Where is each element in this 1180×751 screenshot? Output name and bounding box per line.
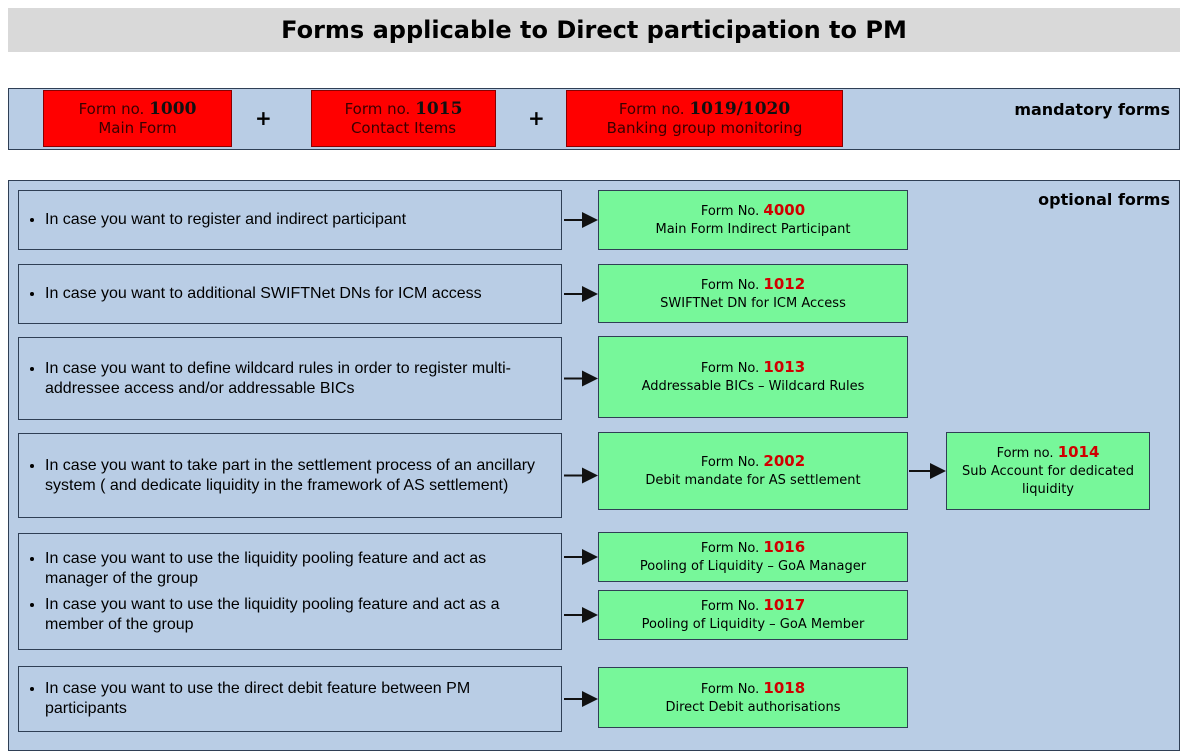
form-number: 1017 bbox=[763, 596, 806, 614]
form-heading: Form No. 1018 bbox=[599, 679, 907, 699]
form-prefix: Form No. bbox=[700, 599, 760, 614]
form-box: Form no. 1015 Contact Items bbox=[311, 90, 496, 147]
plus-sign: + bbox=[528, 106, 545, 130]
plus-sign: + bbox=[255, 106, 272, 130]
form-heading: Form No. 4000 bbox=[599, 201, 907, 221]
form-number: 1014 bbox=[1057, 443, 1100, 461]
form-box: Form No. 1017 Pooling of Liquidity – GoA … bbox=[598, 590, 908, 640]
form-prefix: Form No. bbox=[700, 541, 760, 556]
form-number: 1018 bbox=[763, 678, 806, 697]
form-number: 4000 bbox=[763, 201, 806, 219]
condition-box: In case you want to use the liquidity po… bbox=[18, 533, 562, 650]
form-heading: Form No. 1017 bbox=[599, 596, 907, 616]
condition: In case you want to use the direct debit… bbox=[45, 679, 553, 719]
condition-box: In case you want to register and indirec… bbox=[18, 190, 562, 250]
form-name: Addressable BICs – Wildcard Rules bbox=[641, 379, 865, 394]
condition-box: In case you want to additional SWIFTNet … bbox=[18, 264, 562, 324]
condition-list: In case you want to additional SWIFTNet … bbox=[19, 284, 553, 304]
mandatory-label: mandatory forms bbox=[1014, 100, 1170, 119]
form-box: Form no. 1019/1020 Banking group monitori… bbox=[566, 90, 843, 147]
form-heading: Form No. 1016 bbox=[599, 538, 907, 558]
form-box: Form no. 1014 Sub Account for dedicated l… bbox=[946, 432, 1150, 510]
form-name: Direct Debit authorisations bbox=[665, 699, 841, 715]
form-box: Form no. 1000 Main Form bbox=[43, 90, 232, 147]
form-box: Form No. 1018 Direct Debit authorisations bbox=[598, 667, 908, 728]
form-prefix: Form no. bbox=[344, 99, 411, 118]
condition-list: In case you want to define wildcard rule… bbox=[19, 359, 553, 399]
form-prefix: Form no. bbox=[996, 446, 1054, 461]
form-heading: Form no. 1000 bbox=[44, 98, 231, 119]
form-number: 1015 bbox=[415, 98, 463, 119]
form-prefix: Form No. bbox=[700, 361, 760, 376]
condition: In case you want to take part in the set… bbox=[45, 456, 553, 496]
condition: In case you want to define wildcard rule… bbox=[45, 359, 553, 399]
condition-list: In case you want to take part in the set… bbox=[19, 456, 553, 496]
form-number: 1019/1020 bbox=[689, 98, 791, 119]
title: Forms applicable to Direct participation… bbox=[8, 8, 1180, 52]
form-name: Pooling of Liquidity – GoA Manager bbox=[639, 559, 867, 574]
form-prefix: Form No. bbox=[700, 455, 760, 470]
condition-box: In case you want to use the direct debit… bbox=[18, 666, 562, 732]
condition: In case you want to use the liquidity po… bbox=[45, 549, 553, 589]
form-name: SWIFTNet DN for ICM Access bbox=[660, 295, 846, 311]
optional-label: optional forms bbox=[1038, 190, 1170, 209]
form-prefix: Form no. bbox=[78, 99, 145, 118]
form-name: Debit mandate for AS settlement bbox=[645, 473, 861, 488]
form-box: Form No. 1012 SWIFTNet DN for ICM Access bbox=[598, 264, 908, 323]
form-number: 1000 bbox=[149, 98, 197, 119]
form-prefix: Form no. bbox=[618, 99, 685, 118]
form-name: Banking group monitoring bbox=[606, 118, 803, 137]
form-prefix: Form No. bbox=[700, 681, 760, 697]
form-number: 1016 bbox=[763, 538, 806, 556]
form-heading: Form no. 1014 bbox=[947, 443, 1149, 463]
form-number: 1013 bbox=[763, 358, 806, 376]
form-name: Pooling of Liquidity – GoA Member bbox=[641, 617, 865, 632]
form-heading: Form No. 1012 bbox=[599, 275, 907, 295]
condition-box: In case you want to define wildcard rule… bbox=[18, 337, 562, 420]
condition-list: In case you want to use the liquidity po… bbox=[19, 543, 553, 641]
form-name: Sub Account for dedicated liquidity bbox=[961, 464, 1135, 497]
form-heading: Form no. 1019/1020 bbox=[567, 98, 842, 119]
condition: In case you want to use the liquidity po… bbox=[45, 595, 553, 635]
form-heading: Form no. 1015 bbox=[312, 98, 495, 119]
condition-box: In case you want to take part in the set… bbox=[18, 433, 562, 518]
condition-list: In case you want to use the direct debit… bbox=[19, 679, 553, 719]
form-box: Form No. 1016 Pooling of Liquidity – GoA … bbox=[598, 532, 908, 582]
condition: In case you want to register and indirec… bbox=[45, 210, 553, 230]
form-box: Form No. 1013 Addressable BICs – Wildcard… bbox=[598, 336, 908, 418]
form-prefix: Form No. bbox=[700, 277, 760, 293]
condition-list: In case you want to register and indirec… bbox=[19, 210, 553, 230]
condition: In case you want to additional SWIFTNet … bbox=[45, 284, 553, 304]
form-name: Contact Items bbox=[350, 118, 457, 137]
form-name: Main Form Indirect Participant bbox=[655, 222, 851, 237]
form-name: Main Form bbox=[98, 118, 177, 137]
form-heading: Form No. 2002 bbox=[599, 452, 907, 472]
form-heading: Form No. 1013 bbox=[599, 358, 907, 378]
form-box: Form No. 2002 Debit mandate for AS settle… bbox=[598, 432, 908, 510]
form-number: 1012 bbox=[763, 274, 806, 293]
form-box: Form No. 4000 Main Form Indirect Particip… bbox=[598, 190, 908, 250]
form-prefix: Form No. bbox=[700, 204, 760, 219]
form-number: 2002 bbox=[763, 452, 806, 470]
